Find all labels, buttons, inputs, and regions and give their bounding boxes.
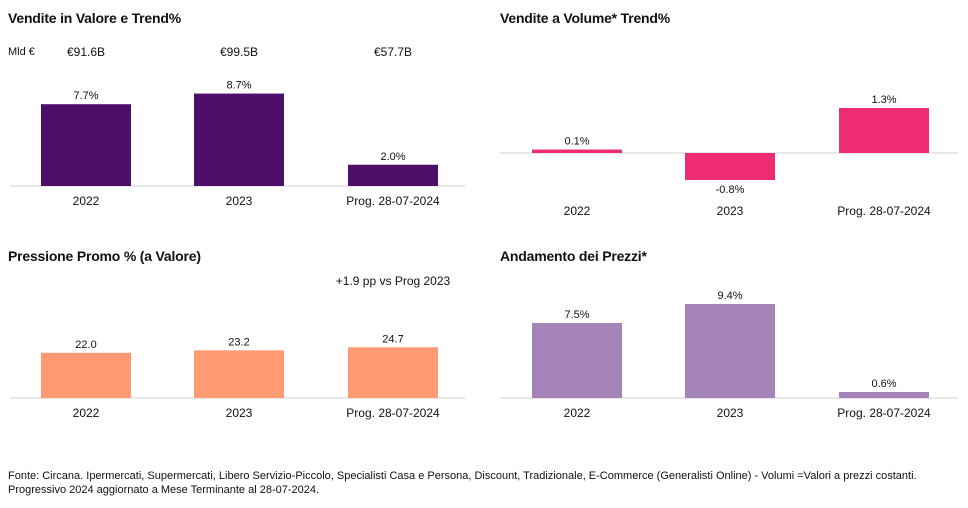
category-label: Prog. 28-07-2024 (346, 194, 440, 208)
category-label: Prog. 28-07-2024 (837, 204, 931, 218)
data-label: 24.7 (382, 333, 403, 345)
absolute-value-2022: €91.6B (66, 45, 106, 59)
absolute-value-2024: €57.7B (373, 45, 413, 59)
bar-2023 (685, 153, 775, 180)
category-label: 2023 (717, 406, 744, 420)
data-label: 8.7% (226, 80, 251, 92)
data-label: 2.0% (380, 151, 405, 163)
data-label: 22.0 (75, 339, 96, 351)
data-label: 0.6% (871, 378, 896, 390)
data-label: 23.2 (228, 336, 249, 348)
unit-label: Mld € (8, 46, 35, 58)
bar-prog-28-07-2024 (348, 347, 438, 398)
bar-2023 (194, 350, 284, 398)
category-label: 2023 (226, 194, 253, 208)
bar-2023 (685, 304, 775, 398)
bar-2023 (194, 93, 284, 186)
chart-title-pressione-promo: Pressione Promo % (a Valore) (8, 248, 201, 264)
data-label: 9.4% (717, 290, 742, 302)
data-label: 7.7% (73, 90, 98, 102)
source-footnote: Fonte: Circana. Ipermercati, Supermercat… (8, 470, 917, 496)
category-label: 2022 (73, 406, 100, 420)
category-label: 2023 (226, 406, 253, 420)
data-label: -0.8% (716, 184, 745, 196)
bar-2022 (41, 104, 131, 186)
category-label: Prog. 28-07-2024 (346, 406, 440, 420)
promo-annotation: +1.9 pp vs Prog 2023 (335, 274, 451, 288)
chart-title-vendite-valore: Vendite in Valore e Trend% (8, 10, 181, 26)
data-label: 1.3% (871, 94, 896, 106)
bar-prog-28-07-2024 (839, 392, 929, 398)
bar-prog-28-07-2024 (839, 108, 929, 153)
category-label: 2022 (564, 204, 591, 218)
chart-title-vendite-volume: Vendite a Volume* Trend% (500, 10, 670, 26)
category-label: 2023 (717, 204, 744, 218)
data-label: 7.5% (564, 309, 589, 321)
chart-title-andamento-prezzi: Andamento dei Prezzi* (500, 248, 647, 264)
absolute-value-2023: €99.5B (219, 45, 259, 59)
category-label: 2022 (73, 194, 100, 208)
bar-2022 (532, 323, 622, 398)
category-label: Prog. 28-07-2024 (837, 406, 931, 420)
category-label: 2022 (564, 406, 591, 420)
bar-2022 (532, 149, 622, 153)
data-label: 0.1% (564, 136, 589, 148)
bar-2022 (41, 352, 131, 398)
bar-prog-28-07-2024 (348, 164, 438, 186)
